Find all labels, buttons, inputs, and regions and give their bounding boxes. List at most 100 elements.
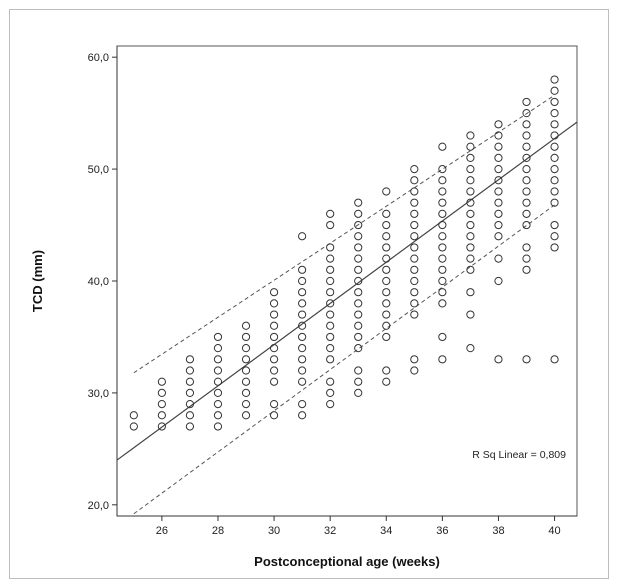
data-point [326, 288, 335, 297]
data-point [494, 209, 503, 218]
data-point [185, 355, 195, 364]
data-point [410, 265, 419, 274]
data-point [129, 411, 138, 420]
prediction-interval-upper [133, 94, 555, 374]
data-point [354, 220, 363, 230]
x-tick-label: 34 [380, 525, 392, 537]
data-point [298, 355, 307, 364]
x-tick-label: 28 [212, 525, 224, 537]
data-point [494, 220, 503, 230]
data-point [466, 131, 475, 140]
data-point [550, 120, 559, 129]
data-point [354, 209, 363, 218]
data-point [466, 232, 475, 241]
data-point [213, 399, 223, 409]
y-tick-label: 30,0 [88, 388, 109, 400]
data-point [438, 254, 447, 263]
data-point [550, 142, 559, 151]
data-point [410, 366, 419, 375]
data-point [298, 344, 307, 353]
data-point [522, 209, 531, 218]
data-point [269, 344, 279, 353]
data-point [298, 411, 307, 420]
data-point [213, 411, 223, 420]
data-point [298, 299, 307, 308]
data-point [410, 288, 419, 297]
data-point [522, 355, 531, 364]
data-point [354, 254, 363, 263]
data-point [354, 265, 363, 274]
data-point [382, 377, 391, 386]
y-tick-label: 20,0 [88, 500, 109, 512]
data-point [157, 399, 166, 409]
data-point [326, 377, 335, 386]
data-point [354, 377, 363, 386]
data-point [326, 254, 335, 263]
data-point [466, 220, 475, 230]
data-point [522, 220, 531, 230]
data-point [466, 265, 475, 274]
data-point [438, 198, 447, 207]
data-point [241, 399, 251, 409]
data-point [550, 355, 559, 364]
data-point [410, 164, 419, 174]
data-point [354, 198, 363, 207]
data-point [522, 142, 531, 151]
data-point [438, 288, 447, 297]
data-point [550, 153, 559, 163]
data-point [494, 187, 503, 196]
data-point [382, 321, 391, 330]
data-point [326, 310, 335, 319]
data-point [326, 276, 335, 286]
data-point [213, 344, 223, 353]
data-point [438, 164, 447, 174]
data-point [438, 209, 447, 218]
prediction-interval-lower [133, 204, 555, 515]
x-tick-label: 30 [268, 525, 280, 537]
data-point [354, 321, 363, 330]
data-point [522, 120, 531, 129]
data-point [326, 220, 335, 230]
x-tick-label: 38 [492, 525, 504, 537]
data-point [494, 355, 503, 364]
data-point [522, 254, 531, 263]
data-point [241, 388, 251, 398]
data-point [354, 332, 363, 342]
data-point [326, 321, 335, 330]
data-point [354, 388, 363, 398]
data-point [494, 120, 503, 129]
data-point [298, 232, 307, 241]
data-point [466, 153, 475, 163]
data-point [494, 164, 503, 174]
data-point [157, 377, 166, 386]
data-point [522, 265, 531, 274]
data-point [438, 187, 447, 196]
data-point [382, 232, 391, 241]
data-point [354, 344, 363, 353]
data-point [241, 377, 251, 386]
data-point [522, 164, 531, 174]
data-point [550, 131, 559, 140]
data-point [522, 131, 531, 140]
data-point [438, 220, 447, 230]
data-point [438, 142, 447, 151]
data-point [213, 422, 223, 431]
data-point [298, 310, 307, 319]
data-point [466, 254, 475, 263]
data-point [522, 187, 531, 196]
data-point [157, 388, 166, 398]
data-point [494, 131, 503, 140]
data-point [522, 243, 531, 252]
data-point [494, 142, 503, 151]
data-point [269, 299, 279, 308]
data-point [354, 366, 363, 375]
data-point [326, 243, 335, 252]
data-point [550, 198, 559, 207]
data-point [185, 388, 195, 398]
data-point [326, 344, 335, 353]
data-point [326, 399, 335, 409]
data-point [494, 176, 503, 185]
data-point [410, 232, 419, 241]
data-point [269, 399, 279, 409]
data-point [382, 366, 391, 375]
